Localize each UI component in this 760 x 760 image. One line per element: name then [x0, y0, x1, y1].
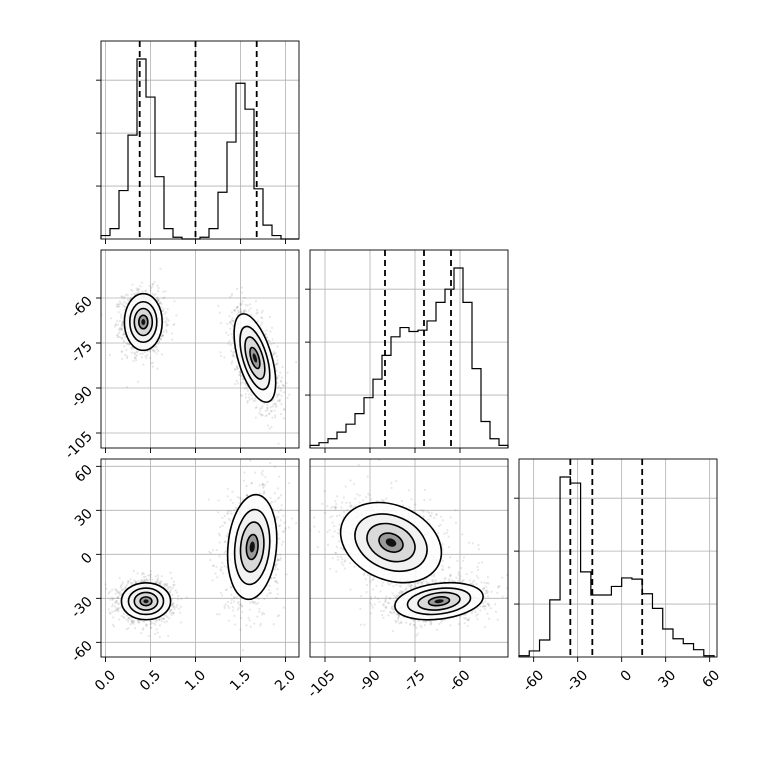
marginal-grid-0 [101, 41, 299, 239]
histogram-2 [518, 476, 715, 657]
contour-2-0-1 [354, 513, 428, 572]
marginal-frame-0 [100, 40, 300, 240]
contour-1-1-2 [239, 521, 265, 573]
contour-1-0-0 [120, 581, 172, 621]
marginal-frame-1 [309, 249, 509, 449]
x-tick-label-2: 0 [618, 667, 636, 685]
y-tick-label-2: 60 [72, 462, 96, 486]
contour-0-1-0 [233, 313, 277, 403]
x-tick-label-0: 0.5 [137, 667, 164, 694]
joint-panel-p1-p2 [310, 459, 508, 637]
x-tick-label-2: 30 [655, 667, 679, 691]
y-tick-label-2: -60 [68, 638, 95, 665]
x-tick-label-1: -75 [401, 667, 428, 694]
x-tick-label-0: 0.0 [92, 667, 119, 694]
y-tick-label-2: -30 [68, 594, 95, 621]
contour-0-0-3 [138, 314, 149, 330]
histogram-0 [100, 58, 299, 240]
joint-panel-p0-p1 [101, 267, 298, 445]
joint-frame-p1-p2 [309, 458, 509, 658]
contour-0-0-2 [133, 307, 154, 337]
contour-1-1-1 [233, 508, 271, 586]
x-tick-label-0: 2.0 [272, 667, 299, 694]
contour-1-1-3 [245, 533, 259, 561]
y-tick-label-1: -60 [68, 294, 95, 321]
contour-2-1-0 [394, 581, 484, 621]
x-tick-label-1: -90 [356, 667, 383, 694]
contour-2-1-1 [406, 587, 472, 616]
marginal-frame-2 [518, 458, 718, 658]
contour-2-0-2 [366, 522, 416, 563]
joint-frame-p0-p2 [100, 458, 300, 658]
joint-grid-p0-p2 [101, 459, 299, 657]
contour-1-0-2 [133, 591, 159, 611]
x-tick-label-0: 1.0 [182, 667, 209, 694]
x-tick-label-2: -30 [564, 667, 591, 694]
contour-0-1-2 [244, 336, 266, 380]
contour-0-1-3 [249, 346, 261, 370]
y-tick-label-2: 0 [78, 550, 96, 568]
contour-1-0-3 [139, 596, 153, 607]
contour-0-0-1 [129, 300, 158, 344]
contour-1-1-0 [226, 493, 278, 601]
joint-panel-p0-p2 [101, 459, 298, 652]
x-tick-label-2: -60 [520, 667, 547, 694]
x-tick-label-2: 60 [699, 667, 723, 691]
contour-2-1-3 [427, 596, 451, 607]
contour-2-1-2 [417, 591, 461, 611]
y-tick-label-2: 30 [72, 506, 96, 530]
contour-0-0-0 [123, 292, 164, 352]
histogram-1 [309, 267, 509, 448]
x-tick-label-1: -105 [305, 667, 339, 701]
y-tick-label-1: -75 [68, 339, 95, 366]
contour-0-1-1 [239, 325, 271, 391]
y-tick-label-1: -90 [68, 384, 95, 411]
joint-frame-p0-p1 [100, 249, 300, 449]
contour-2-0-0 [339, 501, 443, 584]
x-tick-label-0: 1.5 [227, 667, 254, 694]
marginal-grid-1 [310, 250, 508, 448]
y-tick-label-1: -105 [62, 429, 96, 463]
x-tick-label-1: -60 [446, 667, 473, 694]
contour-2-0-3 [378, 532, 404, 553]
contour-1-0-1 [127, 587, 165, 616]
marginal-grid-2 [519, 459, 717, 657]
